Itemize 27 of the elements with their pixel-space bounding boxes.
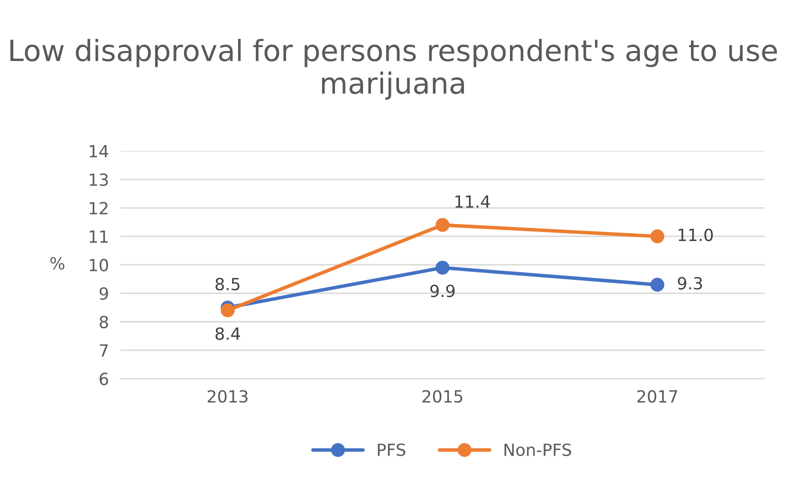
- data-label: 9.9: [430, 284, 455, 298]
- y-tick-label: 6: [100, 372, 108, 386]
- data-label: 11.4: [455, 195, 490, 208]
- chart-title: Low disapproval for persons respondent's age to use marijuana: [10, 38, 777, 100]
- x-tick-label: 2017: [637, 390, 678, 403]
- y-tick-label: 14: [90, 145, 108, 158]
- data-label: 8.5: [216, 278, 240, 290]
- legend-label: Non-PFS: [504, 443, 572, 456]
- point: [650, 229, 664, 244]
- point: [436, 218, 450, 232]
- y-tick-label: 11: [90, 230, 108, 243]
- data-label: 8.4: [216, 327, 240, 340]
- point: [436, 260, 450, 275]
- point: [650, 278, 664, 292]
- x-tick-label: 2015: [422, 390, 462, 403]
- data-label: 9.3: [678, 276, 702, 290]
- y-tick-label: 10: [90, 258, 108, 272]
- y-tick-label: 13: [90, 173, 108, 186]
- y-tick-label: 12: [90, 202, 108, 214]
- y-tick-label: 9: [100, 287, 108, 300]
- data-label: 11.0: [678, 228, 713, 242]
- legend-label: PFS: [378, 443, 406, 456]
- point: [220, 303, 235, 318]
- y-tick-label: 8: [100, 316, 108, 328]
- y-axis-title: %: [50, 257, 64, 270]
- y-tick-label: 7: [100, 344, 108, 357]
- x-tick-label: 2013: [208, 390, 248, 403]
